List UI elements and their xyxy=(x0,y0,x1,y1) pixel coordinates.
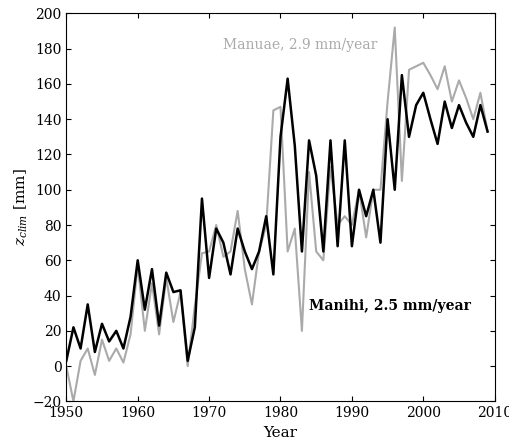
Y-axis label: $z_{clim}$ [mm]: $z_{clim}$ [mm] xyxy=(12,169,30,246)
X-axis label: Year: Year xyxy=(263,426,297,440)
Text: Manihi, 2.5 mm/year: Manihi, 2.5 mm/year xyxy=(308,299,470,313)
Text: Manuae, 2.9 mm/year: Manuae, 2.9 mm/year xyxy=(223,38,377,52)
